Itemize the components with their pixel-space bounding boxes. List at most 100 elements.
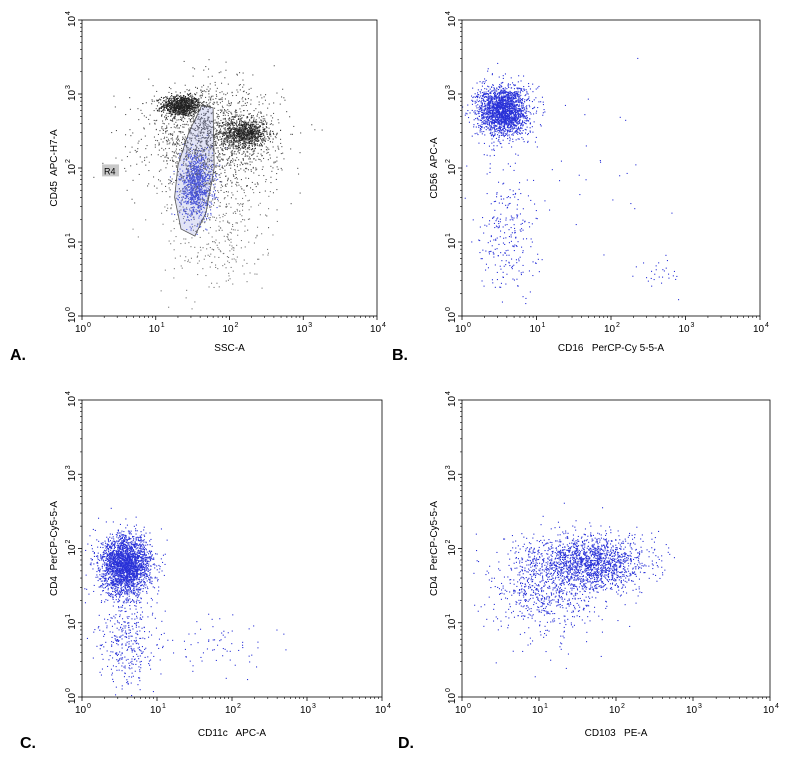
event-dot [247, 218, 249, 220]
event-dot [213, 196, 215, 198]
event-dot [198, 184, 200, 186]
event-dot [188, 219, 190, 221]
event-dot [207, 141, 209, 143]
event-dot [231, 145, 233, 147]
event-dot [170, 99, 172, 101]
event-dot [195, 105, 197, 107]
event-dot [201, 205, 203, 207]
event-dot [190, 164, 192, 166]
event-dot [222, 125, 224, 127]
event-dot [195, 197, 197, 199]
event-dot [164, 100, 166, 102]
event-dot [233, 134, 235, 136]
event-dot [182, 114, 184, 116]
event-dot [230, 134, 232, 136]
event-dot [188, 174, 190, 176]
event-dot [247, 147, 249, 149]
event-dot [243, 144, 245, 146]
event-dot [238, 142, 240, 144]
event-dot [175, 138, 177, 140]
event-dot [165, 139, 167, 141]
event-dot [264, 129, 266, 131]
event-dot [220, 141, 222, 143]
event-dot [273, 162, 275, 164]
event-dot [225, 137, 227, 139]
event-dot [202, 199, 204, 201]
event-dot [193, 196, 195, 198]
event-dot [171, 151, 173, 153]
event-dot [248, 132, 250, 134]
event-dot [214, 81, 216, 83]
event-dot [181, 111, 183, 113]
event-dot [185, 158, 187, 160]
event-dot [183, 102, 185, 104]
event-dot [231, 228, 233, 230]
event-dot [202, 105, 204, 107]
event-dot [202, 149, 204, 151]
event-dot [179, 210, 181, 212]
event-dot [241, 133, 243, 135]
event-dot [193, 201, 195, 203]
event-dot [242, 265, 244, 267]
event-dot [181, 213, 183, 215]
event-dot [226, 139, 228, 141]
event-dot [192, 128, 194, 130]
event-dot [174, 110, 176, 112]
event-dot [206, 184, 208, 186]
event-dot [219, 202, 221, 204]
event-dot [218, 160, 220, 162]
event-dot [260, 149, 262, 151]
event-dot [171, 95, 173, 97]
event-dot [197, 207, 199, 209]
event-dot [248, 139, 250, 141]
event-dot [190, 163, 192, 165]
event-dot [282, 88, 284, 90]
event-dot [267, 248, 269, 250]
event-dot [183, 158, 185, 160]
event-dot [211, 145, 213, 147]
event-dot [182, 126, 184, 128]
event-dot [263, 123, 265, 125]
event-dot [190, 168, 192, 170]
event-dot [198, 173, 200, 175]
event-dot [212, 216, 214, 218]
event-dot [196, 193, 198, 195]
event-dot [202, 170, 204, 172]
event-dot [209, 179, 211, 181]
event-dot [241, 117, 243, 119]
event-dot [254, 126, 256, 128]
event-dot [201, 129, 203, 131]
event-dot [155, 120, 157, 122]
event-dot [165, 103, 167, 105]
event-dot [205, 157, 207, 159]
event-dot [514, 116, 516, 118]
event-dot [173, 97, 175, 99]
event-dot [193, 168, 195, 170]
event-dot [186, 147, 188, 149]
event-dot [235, 148, 237, 150]
event-dot [235, 144, 237, 146]
event-dot [165, 102, 167, 104]
event-dot [248, 146, 250, 148]
event-dot [189, 174, 191, 176]
event-dot [203, 114, 205, 116]
event-dot [173, 249, 175, 251]
event-dot [191, 105, 193, 107]
event-dot [195, 195, 197, 197]
event-dot [272, 141, 274, 143]
event-dot [227, 140, 229, 142]
event-dot [222, 216, 224, 218]
event-dot [224, 127, 226, 129]
event-dot [196, 152, 198, 154]
event-dot [179, 154, 181, 156]
event-dot [206, 243, 208, 245]
event-dot [471, 135, 473, 137]
event-dot [241, 188, 243, 190]
event-dot [209, 181, 211, 183]
event-dot [226, 141, 228, 143]
event-dot [236, 133, 238, 135]
event-dot [252, 124, 254, 126]
event-dot [184, 112, 186, 114]
event-dot [183, 238, 185, 240]
event-dot [524, 120, 526, 122]
